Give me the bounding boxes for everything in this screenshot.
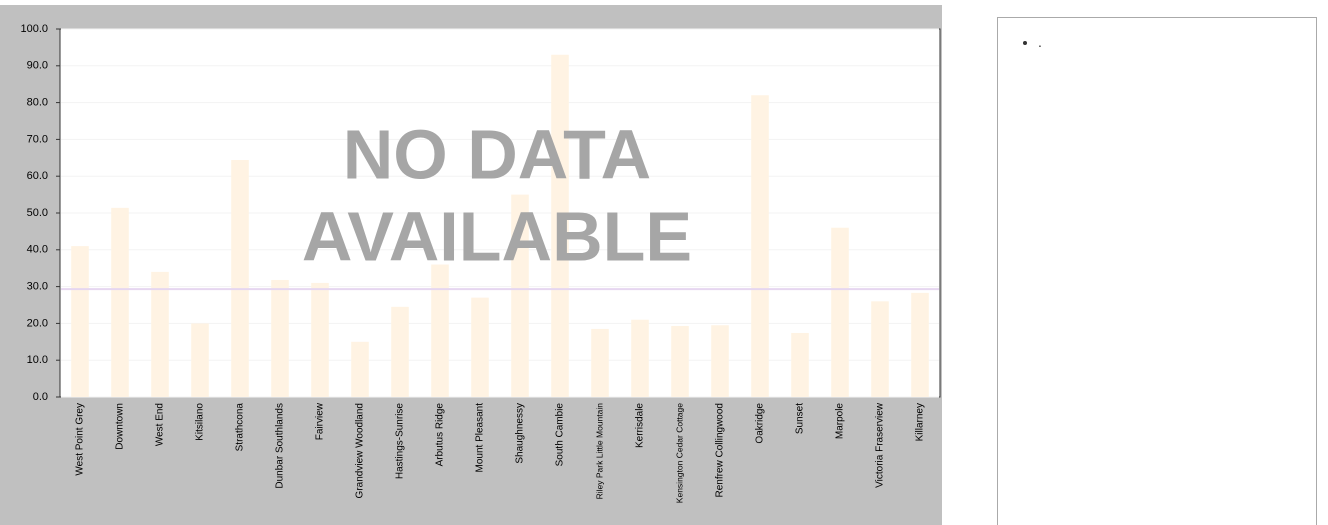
bar: [831, 227, 849, 397]
x-tick-label: Renfrew Collingwood: [715, 403, 726, 498]
no-data-overlay: NO DATA: [343, 115, 651, 193]
x-tick-label: Victoria Fraserview: [875, 402, 886, 488]
x-tick-label: West End: [155, 403, 166, 446]
bar: [231, 160, 249, 397]
x-tick-label: Kensington Cedar Cottage: [674, 403, 684, 503]
x-tick-label: South Cambie: [555, 403, 566, 467]
x-tick-label: Kitsilano: [195, 403, 206, 441]
bar: [671, 325, 689, 397]
x-tick-label: Mount Pleasant: [475, 403, 486, 473]
side-panel: .: [997, 17, 1317, 525]
bar: [391, 306, 409, 397]
x-tick-label: Riley Park Little Mountain: [594, 403, 604, 500]
x-tick-label: West Point Grey: [75, 403, 86, 476]
y-tick-label: 100.0: [20, 23, 48, 35]
bar: [111, 207, 129, 397]
bar: [311, 282, 329, 397]
y-tick-label: 90.0: [27, 60, 48, 72]
x-tick-label: Shaughnessy: [515, 403, 526, 464]
y-tick-label: 20.0: [27, 317, 48, 329]
bar: [271, 279, 289, 397]
x-tick-label: Strathcona: [235, 403, 246, 452]
bar: [591, 328, 609, 397]
y-tick-label: 60.0: [27, 170, 48, 182]
bar: [71, 246, 89, 397]
bar: [911, 292, 929, 397]
item-list: .: [998, 34, 1316, 50]
x-tick-label: Oakridge: [755, 403, 766, 444]
bar: [871, 301, 889, 397]
y-tick-label: 70.0: [27, 133, 48, 145]
x-tick-label: Kerrisdale: [635, 403, 646, 448]
y-tick-label: 50.0: [27, 207, 48, 219]
x-tick-label: Sunset: [795, 403, 806, 434]
bar: [351, 341, 369, 397]
x-tick-label: Arbutus Ridge: [435, 403, 446, 467]
x-tick-label: Fairview: [315, 402, 326, 440]
no-data-overlay: AVAILABLE: [302, 197, 692, 275]
x-tick-label: Killarney: [915, 403, 926, 441]
bar: [631, 319, 649, 397]
bar: [511, 194, 529, 397]
bar: [551, 54, 569, 397]
bar: [751, 95, 769, 398]
bar: [471, 297, 489, 397]
y-tick-label: 0.0: [33, 391, 48, 403]
bar: [191, 323, 209, 397]
y-tick-label: 40.0: [27, 244, 48, 256]
bar: [431, 264, 449, 397]
bar: [151, 271, 169, 397]
x-tick-label: Grandview Woodland: [355, 403, 366, 498]
x-tick-label: Dunbar Southlands: [275, 403, 286, 489]
y-tick-label: 10.0: [27, 354, 48, 366]
list-item: .: [1038, 34, 1316, 50]
chart: 0.0 10.0 20.0 30.0 40.0 50.0 60.0 70.0 80.0 90.0 1…: [0, 5, 942, 525]
x-tick-label: Hastings-Sunrise: [395, 403, 406, 480]
bar: [711, 325, 729, 397]
x-tick-label: Downtown: [115, 403, 126, 450]
y-tick-label: 80.0: [27, 97, 48, 109]
x-tick-label: Marpole: [835, 403, 846, 440]
bar: [791, 332, 809, 397]
y-tick-label: 30.0: [27, 281, 48, 293]
